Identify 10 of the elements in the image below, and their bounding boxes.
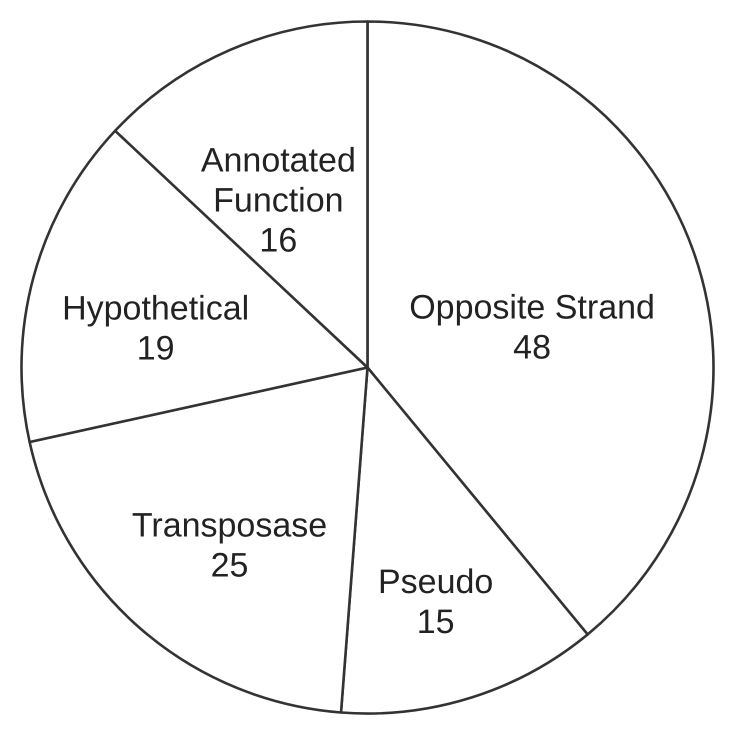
- slice-label: Opposite Strand: [409, 288, 655, 326]
- slice-label: Pseudo: [378, 562, 494, 601]
- data-label: 48: [513, 328, 551, 366]
- data-label: 19: [136, 329, 175, 368]
- data-label: 15: [416, 602, 455, 641]
- slice-label: Annotated Function: [200, 142, 356, 220]
- data-label: 25: [210, 546, 248, 584]
- data-label: 16: [259, 222, 298, 260]
- slice-label: Transposase: [132, 506, 328, 544]
- slice-label: Hypothetical: [62, 289, 250, 328]
